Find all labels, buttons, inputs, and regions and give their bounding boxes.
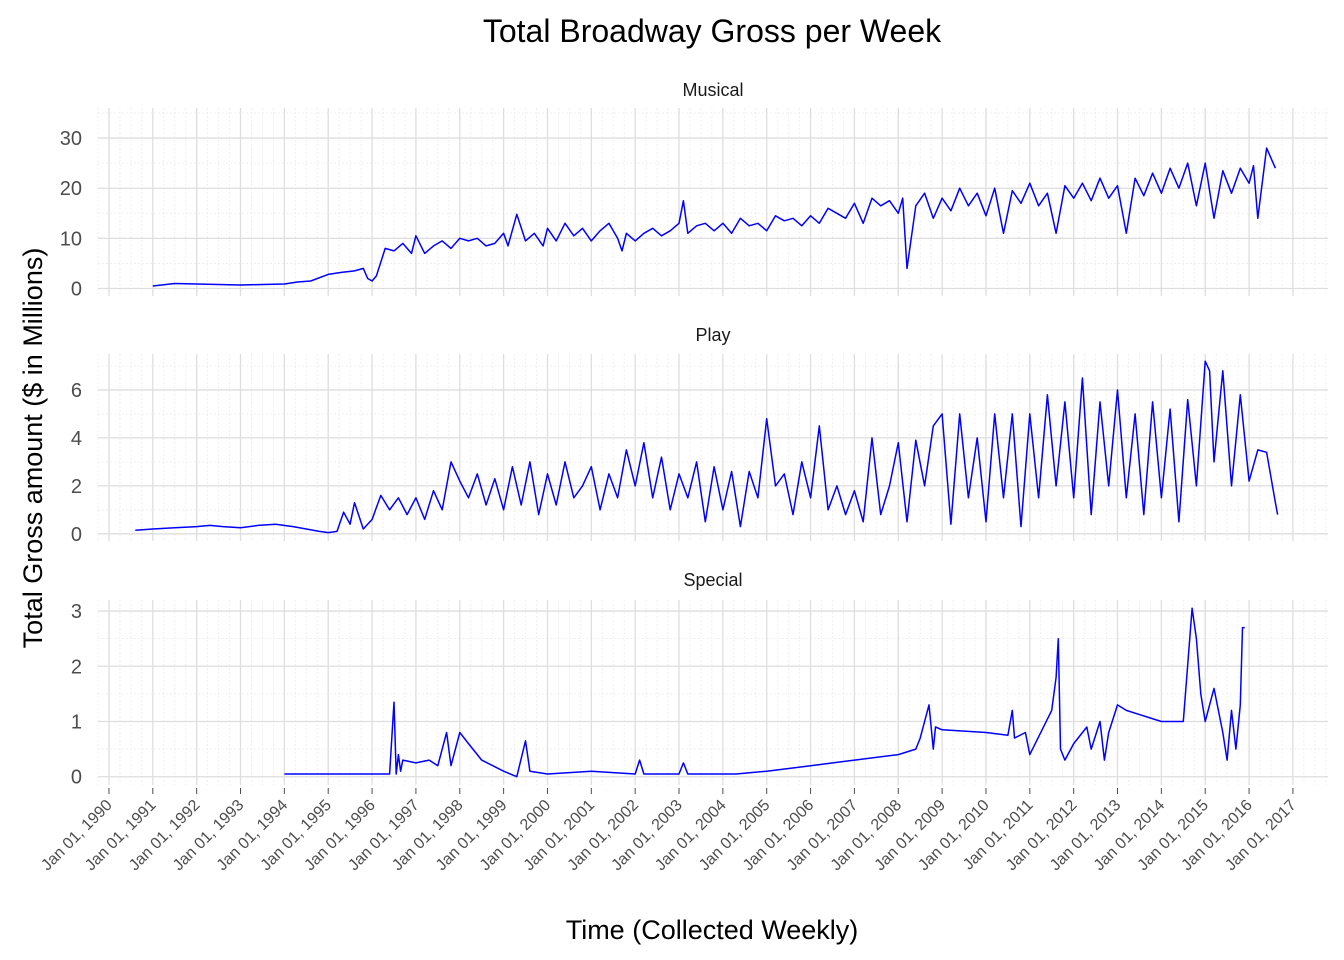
chart-title: Total Broadway Gross per Week bbox=[483, 13, 942, 49]
y-tick-label: 4 bbox=[71, 428, 82, 450]
y-tick-label: 2 bbox=[71, 476, 82, 498]
facet-label: Special bbox=[683, 570, 742, 590]
x-axis-title: Time (Collected Weekly) bbox=[566, 915, 859, 945]
y-axis-title: Total Gross amount ($ in Millions) bbox=[18, 248, 48, 649]
facet-panels: 0 10 20 30 Musical 0 2 4 6 Play 0 1 2 3 Special bbox=[60, 80, 1328, 789]
y-tick-label: 1 bbox=[71, 711, 82, 733]
y-tick-label: 6 bbox=[71, 380, 82, 402]
y-tick-label: 10 bbox=[60, 228, 82, 250]
facet-label: Musical bbox=[682, 80, 743, 100]
series-line-musical bbox=[152, 147, 1277, 287]
y-tick-label: 2 bbox=[71, 656, 82, 678]
series-line-play bbox=[135, 360, 1279, 534]
y-tick-label: 0 bbox=[71, 767, 82, 789]
y-tick-label: 3 bbox=[71, 601, 82, 623]
panel-musical: 0 10 20 30 Musical bbox=[60, 80, 1328, 300]
y-tick-label: 20 bbox=[60, 178, 82, 200]
y-tick-label: 0 bbox=[71, 278, 82, 300]
y-tick-label: 0 bbox=[71, 524, 82, 546]
y-tick-label: 30 bbox=[60, 128, 82, 150]
facet-label: Play bbox=[695, 325, 730, 345]
series-line-special bbox=[284, 607, 1245, 778]
panel-play: 0 2 4 6 Play bbox=[71, 325, 1328, 546]
panel-special: 0 1 2 3 Special bbox=[71, 570, 1328, 789]
